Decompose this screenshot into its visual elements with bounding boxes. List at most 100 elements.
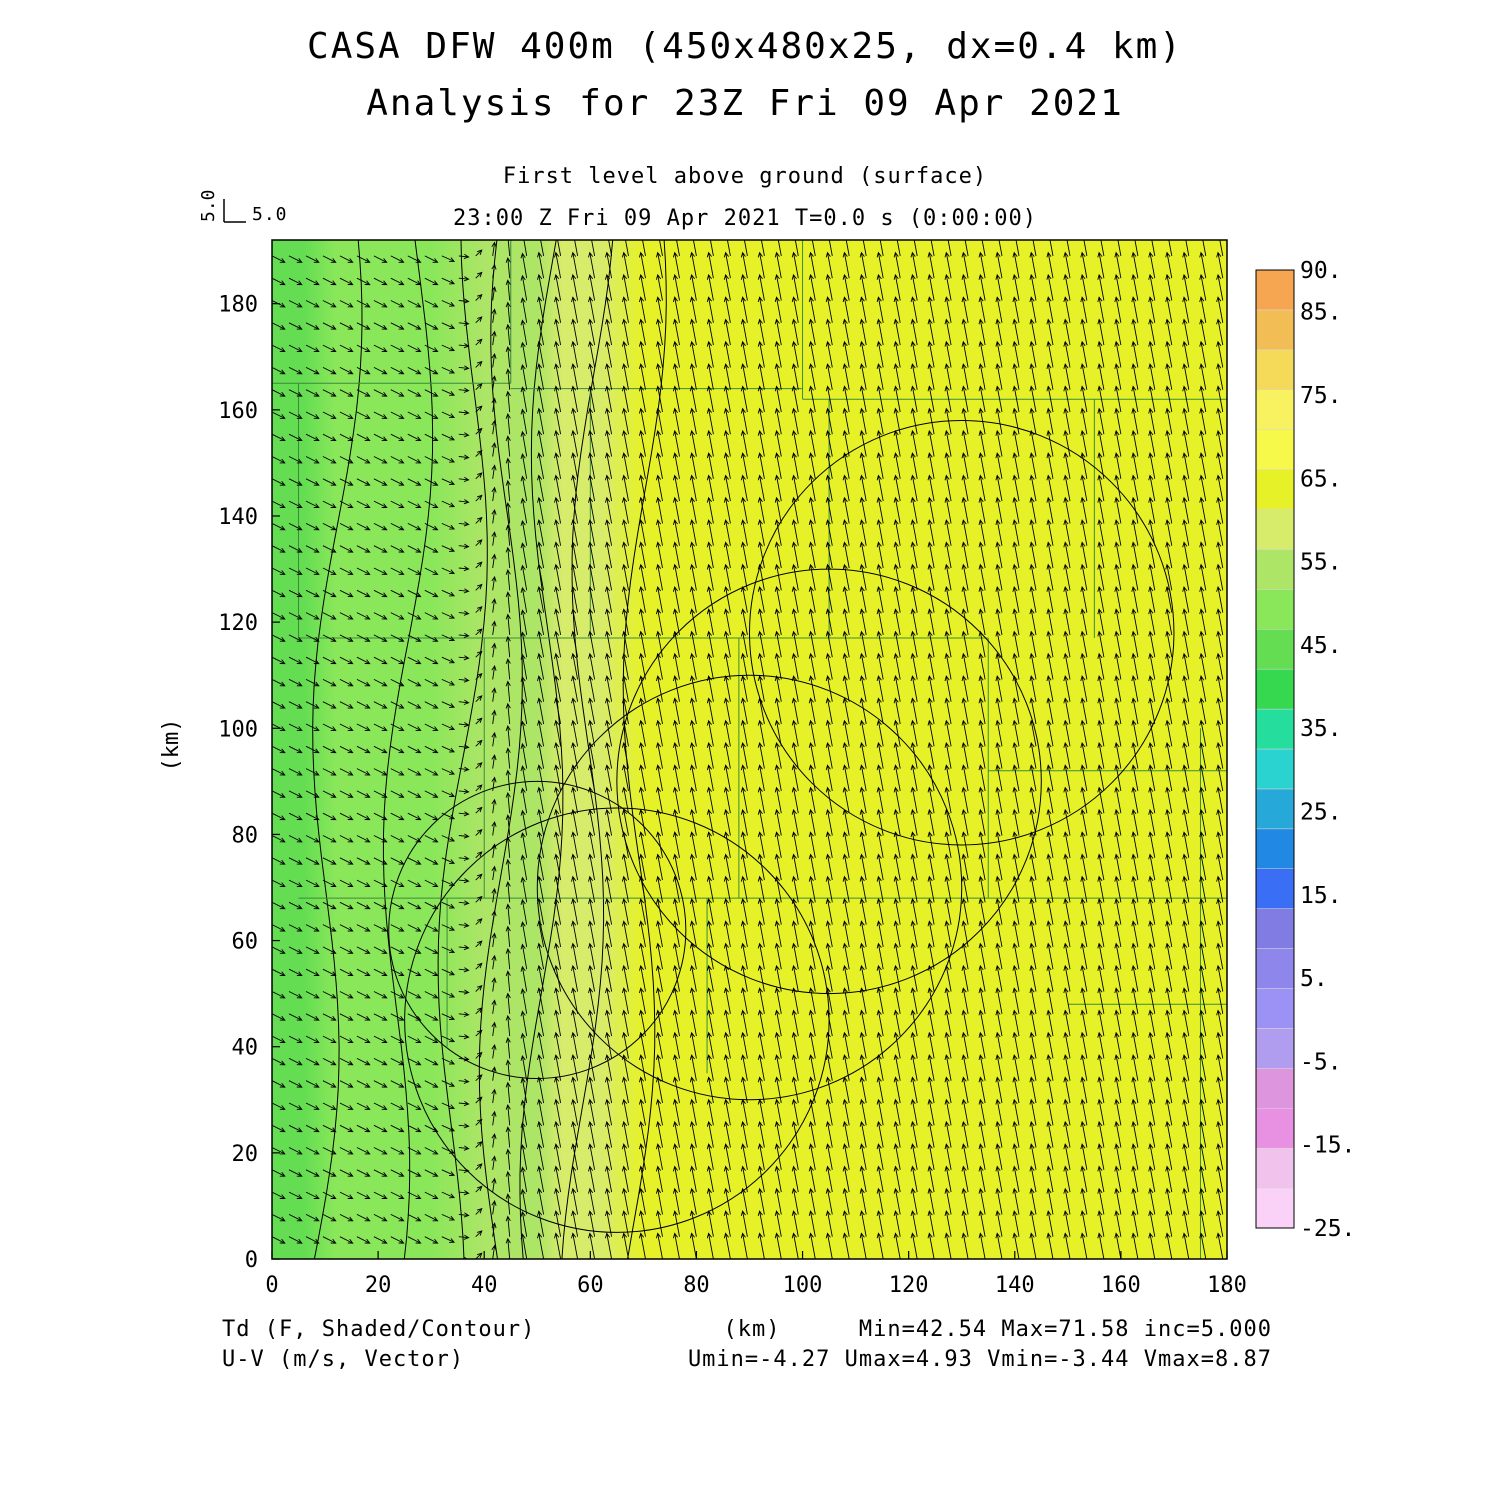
wind-vector <box>1012 719 1020 747</box>
wind-vector <box>554 563 562 591</box>
wind-vector <box>672 964 680 992</box>
wind-vector <box>537 273 545 301</box>
wind-vector <box>740 1031 748 1059</box>
wind-vector <box>723 652 731 680</box>
wind-vector <box>706 1232 714 1259</box>
wind-vector <box>1182 987 1190 1014</box>
wind-vector <box>723 340 731 368</box>
wind-vector <box>791 1187 799 1215</box>
wind-vector <box>373 1191 388 1199</box>
wind-vector <box>588 875 596 903</box>
wind-vector <box>876 697 884 725</box>
wind-vector <box>944 608 952 635</box>
wind-vector <box>1199 318 1207 346</box>
wind-vector <box>944 630 952 658</box>
wind-vector <box>520 252 528 279</box>
wind-vector <box>910 585 918 613</box>
wind-vector <box>505 435 511 457</box>
wind-vector <box>554 987 562 1014</box>
wind-vector <box>537 563 545 591</box>
wind-vector <box>689 786 697 814</box>
wind-vector <box>1012 474 1020 502</box>
wind-vector <box>927 1031 935 1059</box>
wind-vector <box>621 808 629 836</box>
wind-vector <box>740 964 748 992</box>
wind-vector <box>757 786 765 814</box>
wind-vector <box>672 630 680 658</box>
wind-vector <box>842 318 850 346</box>
wind-vector <box>1046 1098 1054 1126</box>
wind-vector <box>604 719 613 747</box>
wind-vector <box>859 764 867 791</box>
wind-vector <box>571 1120 579 1148</box>
wind-vector <box>995 1009 1003 1037</box>
wind-vector <box>978 340 986 368</box>
wind-vector <box>659 240 663 256</box>
wind-vector <box>859 1098 867 1126</box>
wind-vector <box>947 240 952 256</box>
wind-vector <box>272 612 286 620</box>
wind-vector <box>1199 563 1207 591</box>
wind-vector <box>910 942 918 970</box>
wind-vector <box>927 630 935 658</box>
wind-vector <box>859 675 867 702</box>
wind-vector <box>604 1232 613 1259</box>
wind-vector <box>491 642 497 658</box>
wind-vector <box>995 318 1003 346</box>
wind-vector <box>272 389 286 397</box>
wind-vector <box>458 677 470 683</box>
wind-vector <box>740 675 748 702</box>
wind-vector <box>723 853 731 881</box>
wind-vector <box>978 964 986 992</box>
wind-vector <box>305 433 320 442</box>
wind-vector <box>373 344 388 352</box>
wind-vector <box>706 385 714 413</box>
wind-vector <box>910 697 918 725</box>
wind-vector <box>322 1035 337 1043</box>
wind-vector <box>791 964 799 992</box>
wind-vector <box>1202 240 1207 256</box>
wind-vector <box>1131 563 1139 591</box>
wind-vector <box>1165 675 1173 702</box>
wind-vector <box>288 1236 303 1244</box>
wind-vector <box>322 701 337 709</box>
wind-vector <box>272 1258 274 1259</box>
wind-vector <box>571 942 579 970</box>
wind-vector <box>672 1009 680 1037</box>
wind-vector <box>961 519 969 546</box>
wind-vector <box>740 719 748 747</box>
wind-vector <box>475 316 483 324</box>
wind-vector <box>706 340 714 368</box>
wind-vector <box>373 1147 388 1155</box>
wind-vector <box>638 1009 646 1037</box>
wind-vector <box>655 318 663 346</box>
wind-vector <box>458 432 470 438</box>
wind-vector <box>475 695 483 703</box>
wind-vector <box>1165 519 1173 546</box>
wind-vector <box>588 630 596 658</box>
wind-vector <box>424 478 439 486</box>
wind-vector <box>390 344 405 352</box>
wind-vector <box>1097 608 1105 635</box>
wind-vector <box>978 1009 986 1037</box>
wind-vector <box>1063 429 1071 457</box>
y-tick-label: 160 <box>218 399 258 424</box>
wind-vector <box>305 634 320 642</box>
wind-vector <box>390 656 405 665</box>
wind-vector <box>740 987 748 1014</box>
wind-vector <box>1165 697 1173 725</box>
wind-vector <box>571 741 579 769</box>
wind-vector <box>655 1232 663 1259</box>
wind-vector <box>1012 385 1020 413</box>
wind-vector <box>1216 585 1224 613</box>
wind-vector <box>554 541 562 569</box>
wind-vector <box>774 318 782 346</box>
wind-vector <box>791 585 799 613</box>
stats-line2: Umin=-4.27 Umax=4.93 Vmin=-3.44 Vmax=8.8… <box>688 1347 1272 1372</box>
wind-vector <box>808 652 816 680</box>
colorbar-swatch <box>1255 908 1295 949</box>
wind-vector <box>961 630 969 658</box>
wind-vector <box>288 478 303 486</box>
wind-vector <box>910 296 918 323</box>
wind-vector <box>491 486 497 502</box>
